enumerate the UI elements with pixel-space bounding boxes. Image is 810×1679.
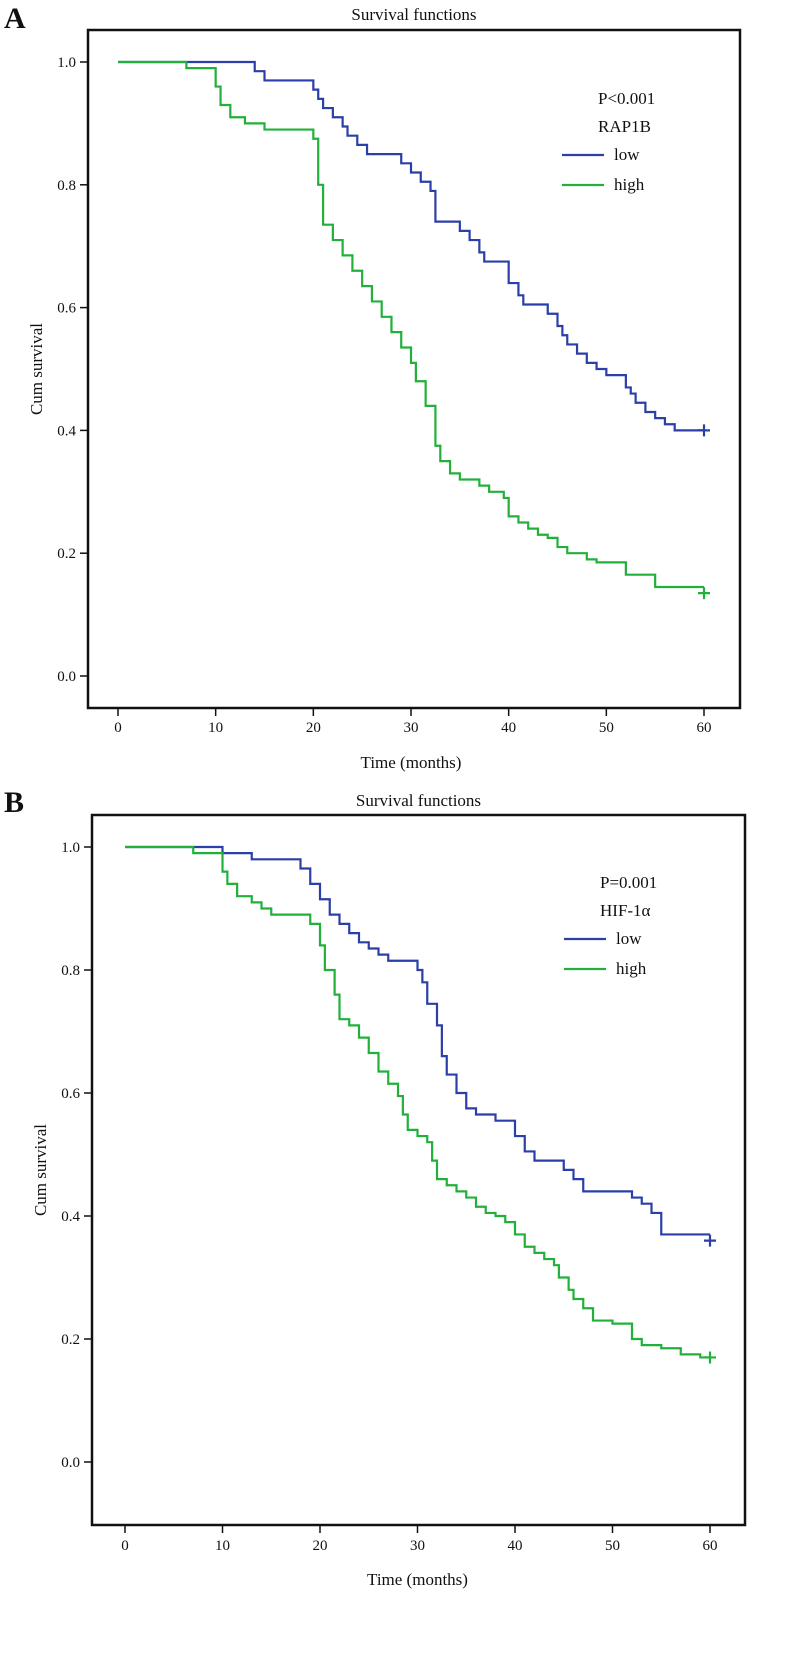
- y-tick-label: 0.8: [61, 963, 80, 979]
- x-tick-label: 10: [208, 720, 223, 736]
- p-value-annotation: P<0.001: [598, 89, 655, 108]
- plot-frame: [90, 813, 747, 1527]
- y-tick-label: 0.0: [57, 669, 76, 685]
- panel-label: A: [4, 2, 26, 35]
- chart-title: Survival functions: [351, 5, 476, 24]
- x-tick-label: 0: [121, 1538, 129, 1554]
- legend-title: RAP1B: [598, 117, 651, 136]
- legend-label-high: high: [614, 175, 645, 194]
- y-axis-label: Cum survival: [27, 323, 46, 415]
- y-tick-label: 0.8: [57, 178, 76, 194]
- x-tick-label: 20: [313, 1538, 328, 1554]
- legend-label-low: low: [614, 145, 640, 164]
- censor-mark-low: [704, 1234, 716, 1247]
- legend-label-high: high: [616, 959, 647, 978]
- x-axis-label: Time (months): [367, 1570, 468, 1589]
- y-axis-label: Cum survival: [31, 1124, 50, 1216]
- y-tick-label: 0.0: [61, 1455, 80, 1471]
- series-high-line: [118, 60, 704, 589]
- censor-mark-high: [698, 587, 710, 600]
- chart-panel-B: B Survival functions 0.0 0.2 0.4 0.6 0.8 1.0 0 10…: [4, 786, 747, 1589]
- x-tick-label: 60: [697, 720, 712, 736]
- chart-title: Survival functions: [356, 791, 481, 810]
- x-tick-label: 10: [215, 1538, 230, 1554]
- x-tick-label: 20: [306, 720, 321, 736]
- censor-mark-low: [698, 424, 710, 437]
- p-value-annotation: P=0.001: [600, 873, 657, 892]
- series-low-line: [125, 845, 710, 1236]
- y-tick-label: 0.6: [57, 301, 76, 317]
- y-tick-label: 1.0: [57, 55, 76, 71]
- legend-title: HIF-1α: [600, 901, 651, 920]
- y-tick-label: 0.4: [61, 1209, 80, 1225]
- x-axis-label: Time (months): [361, 753, 462, 772]
- legend-label-low: low: [616, 929, 642, 948]
- x-tick-label: 50: [605, 1538, 620, 1554]
- x-tick-label: 30: [410, 1538, 425, 1554]
- panel-label: B: [4, 786, 24, 819]
- censor-mark-high: [704, 1351, 716, 1364]
- x-tick-label: 30: [404, 720, 419, 736]
- x-tick-label: 60: [703, 1538, 718, 1554]
- chart-panel-A: A Survival functions 0.0 0.2 0.4 0.6 0.8 1.0 0 10…: [4, 2, 742, 772]
- y-tick-label: 0.4: [57, 423, 76, 439]
- x-tick-label: 50: [599, 720, 614, 736]
- y-tick-label: 1.0: [61, 840, 80, 856]
- series-low-line: [118, 60, 704, 432]
- x-tick-label: 40: [501, 720, 516, 736]
- y-tick-label: 0.2: [61, 1332, 80, 1348]
- plot-frame: [86, 28, 742, 710]
- y-tick-label: 0.2: [57, 546, 76, 562]
- y-tick-label: 0.6: [61, 1086, 80, 1102]
- x-tick-label: 40: [508, 1538, 523, 1554]
- series-high-line: [125, 845, 710, 1359]
- x-tick-label: 0: [114, 720, 122, 736]
